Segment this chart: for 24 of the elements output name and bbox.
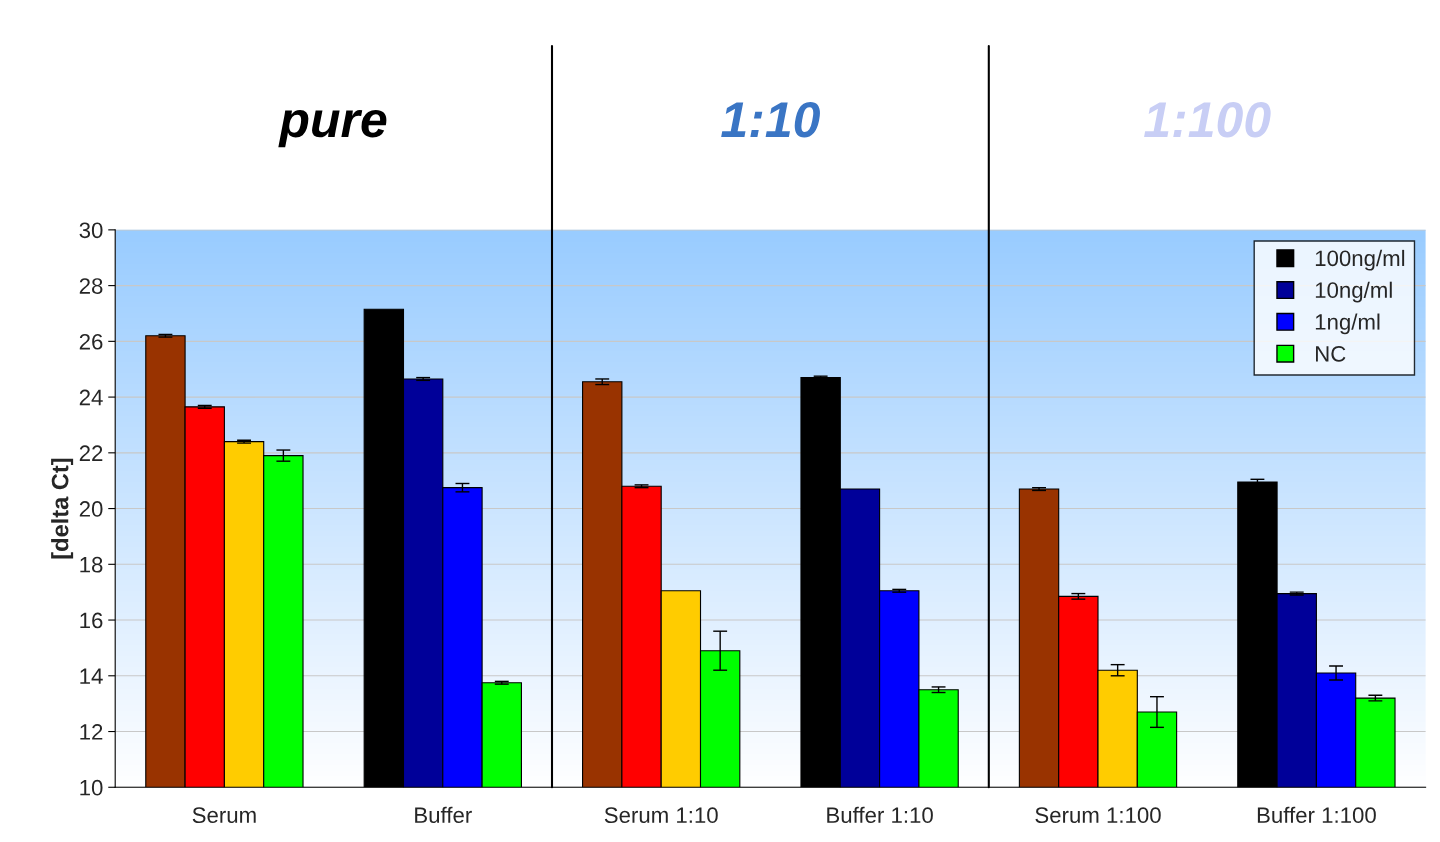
legend-label: 10ng/ml <box>1315 281 1392 303</box>
y-tick-label: 12 <box>80 724 103 740</box>
legend-label: 100ng/ml <box>1315 249 1405 271</box>
y-axis-title: [delta Ct] <box>51 458 74 559</box>
y-tick-label: 10 <box>80 779 103 796</box>
y-tick-label: 22 <box>79 445 103 461</box>
y-tick-label: 14 <box>80 668 103 684</box>
legend-label: NC <box>1316 345 1346 362</box>
y-tick-label: 20 <box>79 501 103 517</box>
y-tick-label: 28 <box>79 278 103 294</box>
y-tick-label: 26 <box>79 333 103 350</box>
x-tick-label: Buffer 1:100 <box>1257 806 1376 824</box>
y-tick-label: 18 <box>80 556 103 573</box>
legend-label: 1ng/ml <box>1315 313 1380 335</box>
x-tick-label: Serum <box>192 807 256 824</box>
y-tick-label: 30 <box>79 222 103 239</box>
text: 1:10 <box>721 101 820 138</box>
y-tick-label: 24 <box>79 389 103 406</box>
x-tick-label: Serum 1:100 <box>1035 807 1161 824</box>
y-tick-label: 16 <box>80 612 103 629</box>
x-tick-label: Serum 1:10 <box>604 807 718 824</box>
x-tick-label: Buffer 1:10 <box>827 806 933 824</box>
x-tick-label: Buffer <box>415 806 472 824</box>
text: pure <box>278 109 387 148</box>
